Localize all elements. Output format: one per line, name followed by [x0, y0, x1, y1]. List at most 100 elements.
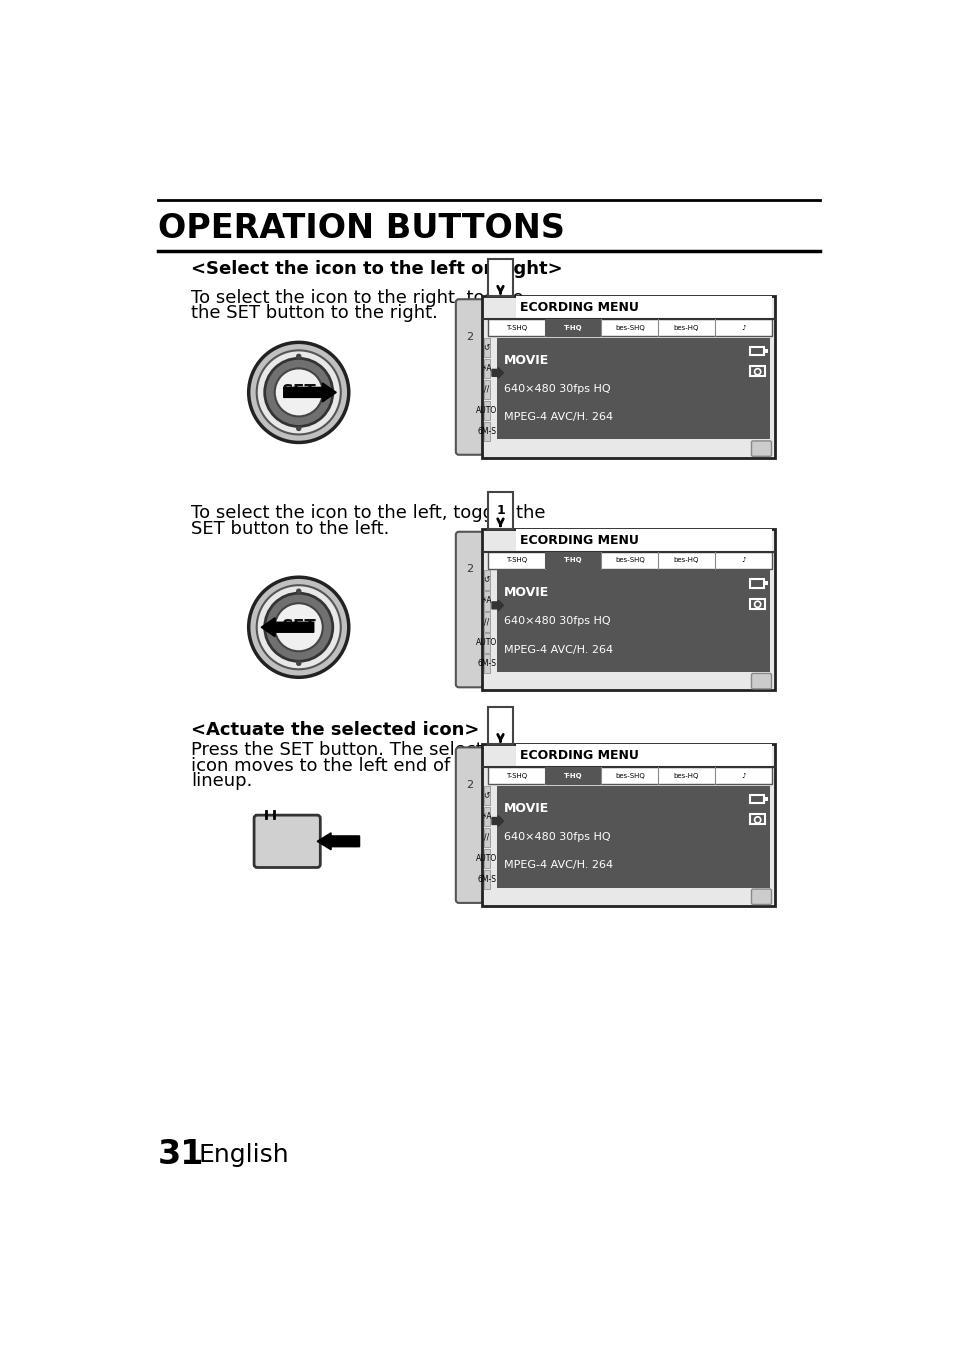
- Bar: [483, 654, 489, 674]
- Circle shape: [256, 585, 340, 670]
- FancyBboxPatch shape: [253, 815, 320, 868]
- Text: T-HQ: T-HQ: [563, 324, 582, 331]
- FancyArrow shape: [317, 833, 359, 850]
- Circle shape: [295, 660, 301, 666]
- Text: 640×480 30fps HQ: 640×480 30fps HQ: [503, 616, 610, 625]
- Text: T-HQ: T-HQ: [563, 773, 582, 779]
- Circle shape: [295, 589, 301, 594]
- Bar: [749, 580, 763, 588]
- Bar: [516, 744, 771, 768]
- FancyArrow shape: [492, 367, 503, 378]
- Text: MPEG-4 AVC/H. 264: MPEG-4 AVC/H. 264: [503, 412, 612, 422]
- FancyBboxPatch shape: [456, 299, 483, 455]
- Text: ↺: ↺: [483, 791, 489, 800]
- Bar: [483, 870, 489, 889]
- Bar: [483, 359, 489, 378]
- Circle shape: [249, 577, 349, 678]
- Text: T-SHQ: T-SHQ: [505, 324, 526, 331]
- Bar: [749, 815, 764, 824]
- Bar: [483, 421, 489, 441]
- Text: To select the icon to the right, toggle: To select the icon to the right, toggle: [191, 289, 523, 307]
- Bar: [544, 551, 601, 569]
- Bar: [749, 366, 764, 377]
- Text: ↺: ↺: [483, 576, 489, 585]
- Bar: [749, 795, 763, 803]
- Text: icon moves to the left end of the: icon moves to the left end of the: [191, 757, 485, 775]
- Text: T-SHQ: T-SHQ: [505, 557, 526, 564]
- Text: 2: 2: [466, 780, 473, 790]
- Text: SET: SET: [281, 383, 315, 401]
- Bar: [483, 849, 489, 868]
- Bar: [483, 570, 489, 589]
- Bar: [483, 338, 489, 358]
- Text: ⚡A: ⚡A: [481, 596, 492, 605]
- Text: MPEG-4 AVC/H. 264: MPEG-4 AVC/H. 264: [503, 861, 612, 870]
- Text: <Actuate the selected icon>: <Actuate the selected icon>: [191, 721, 478, 740]
- Text: 640×480 30fps HQ: 640×480 30fps HQ: [503, 383, 610, 394]
- Bar: [483, 633, 489, 652]
- Text: 640×480 30fps HQ: 640×480 30fps HQ: [503, 831, 610, 842]
- Text: T-HQ: T-HQ: [563, 557, 582, 564]
- Text: MPEG-4 AVC/H. 264: MPEG-4 AVC/H. 264: [503, 644, 612, 655]
- Text: ↺: ↺: [483, 343, 489, 352]
- Text: SET: SET: [281, 619, 315, 636]
- Bar: [483, 807, 489, 826]
- Text: 2: 2: [466, 332, 473, 342]
- Text: ♪: ♪: [740, 773, 744, 779]
- Text: MOVIE: MOVIE: [503, 586, 548, 599]
- Text: AUTO: AUTO: [476, 406, 497, 414]
- Text: bes-SHQ: bes-SHQ: [615, 773, 644, 779]
- Bar: [483, 379, 489, 399]
- Circle shape: [295, 425, 301, 432]
- Text: <Select the icon to the left or right>: <Select the icon to the left or right>: [191, 260, 562, 278]
- Text: 6M-S: 6M-S: [476, 426, 496, 436]
- Text: 31: 31: [157, 1138, 204, 1171]
- Circle shape: [264, 358, 333, 426]
- FancyArrow shape: [763, 348, 767, 352]
- Bar: [749, 347, 763, 355]
- FancyArrow shape: [261, 617, 314, 636]
- Text: MOVIE: MOVIE: [503, 802, 548, 815]
- Text: AUTO: AUTO: [476, 854, 497, 863]
- Text: //: //: [483, 385, 489, 394]
- Bar: [497, 570, 769, 672]
- Text: ♪: ♪: [740, 324, 744, 331]
- Bar: [483, 827, 489, 847]
- Bar: [488, 319, 771, 336]
- Text: ECORDING MENU: ECORDING MENU: [520, 749, 639, 763]
- Text: //: //: [483, 617, 489, 627]
- Text: the SET button to the right.: the SET button to the right.: [191, 304, 437, 321]
- Text: 6M-S: 6M-S: [476, 659, 496, 668]
- Bar: [516, 529, 771, 551]
- Bar: [497, 785, 769, 888]
- Text: 2: 2: [466, 564, 473, 574]
- Bar: [481, 744, 774, 907]
- Bar: [544, 768, 601, 784]
- Text: ⚡A: ⚡A: [481, 364, 492, 373]
- FancyArrow shape: [492, 815, 503, 826]
- FancyBboxPatch shape: [751, 674, 771, 689]
- Bar: [544, 319, 601, 336]
- Bar: [483, 592, 489, 611]
- Text: OPERATION BUTTONS: OPERATION BUTTONS: [157, 213, 564, 245]
- FancyBboxPatch shape: [751, 889, 771, 904]
- Circle shape: [249, 343, 349, 443]
- Text: ECORDING MENU: ECORDING MENU: [520, 301, 639, 315]
- Text: T-SHQ: T-SHQ: [505, 773, 526, 779]
- Bar: [483, 785, 489, 806]
- Text: bes-SHQ: bes-SHQ: [615, 557, 644, 564]
- Text: ♪: ♪: [740, 557, 744, 564]
- FancyBboxPatch shape: [456, 748, 483, 902]
- Bar: [488, 551, 771, 569]
- Text: //: //: [483, 833, 489, 842]
- Text: To select the icon to the left, toggle the: To select the icon to the left, toggle t…: [191, 504, 545, 522]
- Circle shape: [295, 354, 301, 359]
- FancyArrow shape: [763, 581, 767, 585]
- Text: bes-HQ: bes-HQ: [673, 557, 699, 564]
- Text: English: English: [198, 1143, 289, 1166]
- Text: ECORDING MENU: ECORDING MENU: [520, 534, 639, 546]
- Text: bes-HQ: bes-HQ: [673, 324, 699, 331]
- Bar: [481, 529, 774, 690]
- Circle shape: [264, 593, 333, 662]
- FancyArrow shape: [763, 798, 767, 800]
